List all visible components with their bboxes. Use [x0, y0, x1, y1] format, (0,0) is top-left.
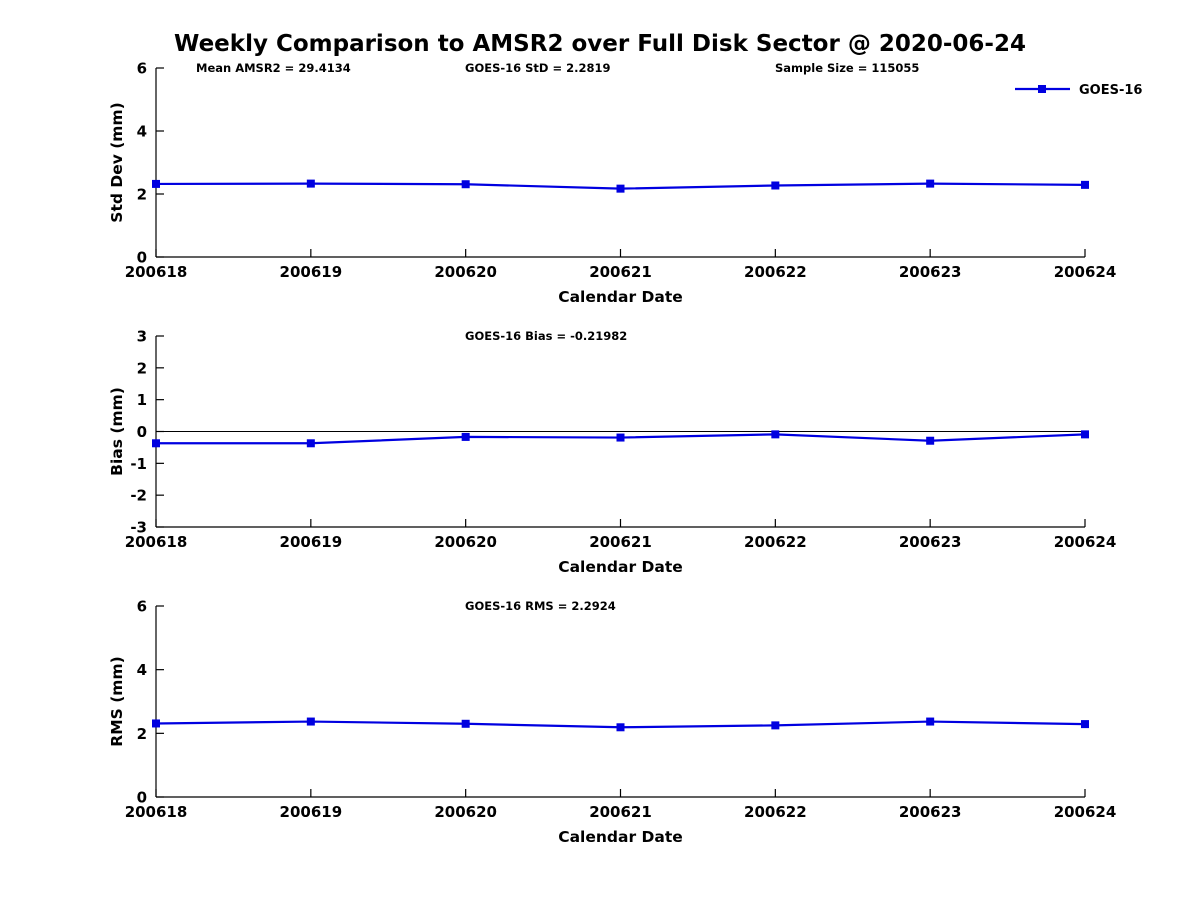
- x-tick-label: 200618: [125, 263, 188, 281]
- data-point-marker: [616, 433, 625, 442]
- data-point-marker: [306, 717, 315, 726]
- x-tick-label: 200619: [280, 803, 343, 821]
- subplot-rms: 0 2 4 6 200618 200619 200620 200621 200622 200623…: [108, 598, 1116, 847]
- x-tick-label: 200622: [744, 263, 807, 281]
- data-point-marker: [771, 181, 780, 190]
- x-tick-label: 200620: [434, 803, 497, 821]
- x-tick-label: 200621: [589, 803, 652, 821]
- x-tick-label: 200620: [434, 533, 497, 551]
- x-axis-label: Calendar Date: [558, 828, 683, 846]
- data-point-marker: [461, 432, 470, 441]
- data-point-marker: [306, 439, 315, 448]
- y-tick-label: 2: [137, 725, 147, 743]
- subplot-annotation: GOES-16 StD = 2.2819: [465, 61, 610, 75]
- data-point-marker: [771, 721, 780, 730]
- y-tick-label: 2: [137, 186, 147, 204]
- data-point-marker: [1081, 180, 1089, 189]
- data-point-marker: [926, 179, 935, 188]
- x-axis-label: Calendar Date: [558, 558, 683, 576]
- data-point-marker: [616, 723, 625, 732]
- y-tick-label: -1: [130, 455, 147, 473]
- data-point-marker: [771, 430, 780, 439]
- x-tick-label: 200623: [899, 263, 962, 281]
- data-point-marker: [461, 719, 470, 728]
- data-point-marker: [152, 719, 160, 728]
- y-tick-label: 0: [137, 789, 147, 807]
- data-point-marker: [926, 436, 935, 445]
- y-axis-label: Bias (mm): [108, 387, 126, 476]
- data-point-marker: [152, 439, 160, 448]
- subplot-annotation: Sample Size = 115055: [775, 61, 919, 75]
- x-tick-label: 200623: [899, 533, 962, 551]
- x-tick-label: 200618: [125, 803, 188, 821]
- data-point-marker: [1081, 720, 1089, 729]
- x-axis-label: Calendar Date: [558, 288, 683, 306]
- subplot-annotation: GOES-16 RMS = 2.2924: [465, 599, 616, 613]
- x-tick-label: 200618: [125, 533, 188, 551]
- y-axis-label: RMS (mm): [108, 656, 126, 746]
- y-tick-label: 6: [137, 60, 147, 78]
- y-tick-label: 4: [137, 661, 147, 679]
- legend-marker-icon: [1038, 85, 1046, 93]
- data-point-marker: [1081, 430, 1089, 439]
- x-tick-label: 200621: [589, 533, 652, 551]
- y-tick-label: 3: [137, 328, 147, 346]
- x-tick-label: 200622: [744, 803, 807, 821]
- data-point-marker: [152, 179, 160, 188]
- legend: GOES-16: [1015, 83, 1142, 98]
- subplot-std-dev: 0 2 4 6 200618 200619 200620 200621 200622 200623…: [108, 60, 1142, 307]
- y-tick-label: 0: [137, 249, 147, 267]
- y-tick-label: -2: [130, 487, 147, 505]
- x-tick-label: 200619: [280, 533, 343, 551]
- x-tick-label: 200624: [1054, 263, 1117, 281]
- data-point-marker: [616, 184, 625, 193]
- y-tick-label: -3: [130, 519, 147, 537]
- data-point-marker: [926, 717, 935, 726]
- x-tick-label: 200621: [589, 263, 652, 281]
- data-point-marker: [306, 179, 315, 188]
- x-tick-label: 200619: [280, 263, 343, 281]
- y-tick-label: 0: [137, 423, 147, 441]
- y-tick-label: 1: [137, 391, 147, 409]
- y-tick-label: 6: [137, 598, 147, 616]
- x-tick-label: 200624: [1054, 533, 1117, 551]
- subplot-bias: -3 -2 -1 0 1 2 3 200618 200619 200620 200621 200622…: [108, 328, 1116, 577]
- y-axis-label: Std Dev (mm): [108, 102, 126, 222]
- x-tick-label: 200622: [744, 533, 807, 551]
- x-tick-label: 200624: [1054, 803, 1117, 821]
- y-tick-label: 4: [137, 123, 147, 141]
- y-tick-label: 2: [137, 359, 147, 377]
- x-tick-label: 200623: [899, 803, 962, 821]
- legend-label: GOES-16: [1079, 83, 1142, 98]
- data-point-marker: [461, 180, 470, 189]
- figure-title: Weekly Comparison to AMSR2 over Full Dis…: [174, 31, 1026, 57]
- subplot-annotation: Mean AMSR2 = 29.4134: [196, 61, 351, 75]
- subplot-annotation: GOES-16 Bias = -0.21982: [465, 329, 627, 343]
- x-tick-label: 200620: [434, 263, 497, 281]
